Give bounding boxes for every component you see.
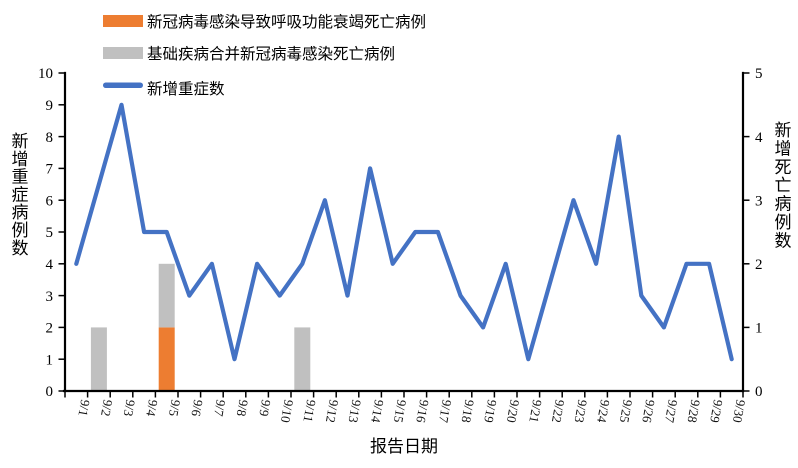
line-layer: [74, 102, 734, 362]
left-axis-tick-label: 4: [46, 257, 54, 273]
legend-line-swatch: [103, 82, 143, 88]
x-category-label-9/1: 9/1: [75, 398, 93, 417]
x-category-label-9/7: 9/7: [211, 398, 229, 417]
legend-label: 新冠病毒感染导致呼吸功能衰竭死亡病例: [147, 13, 426, 31]
left-axis-tick-label: 0: [46, 384, 54, 400]
x-axis-title: 报告日期: [370, 437, 438, 456]
right-axis-tick-label: 3: [755, 193, 763, 209]
x-category-label-9/16: 9/16: [413, 398, 432, 424]
bar-segment-series2-9/11: [294, 327, 311, 391]
right-axis-tick-label: 5: [755, 66, 763, 82]
x-category-label-9/29: 9/29: [707, 398, 726, 423]
bar-segment-series2-9/2: [90, 327, 107, 391]
x-category-label-9/27: 9/27: [662, 398, 681, 424]
x-category-label-9/11: 9/11: [300, 398, 319, 423]
x-category-label-9/24: 9/24: [594, 398, 613, 424]
labels-layer: 0 1 2 3 4 5 6 7 8 9 10 0 1 2 3 4 5 9/1 9/2 9/3 9/4 9/5 9/6 9/7 9…: [12, 66, 792, 424]
right-axis-title-char: 死: [775, 158, 792, 177]
right-axis-tick-label: 4: [755, 130, 763, 146]
axes-layer: [58, 71, 750, 398]
x-category-label-9/8: 9/8: [234, 398, 252, 417]
legend-bar-swatch: [103, 47, 143, 59]
left-axis-title-char: 增: [12, 150, 29, 169]
x-category-label-9/13: 9/13: [346, 398, 365, 423]
right-axis-title-char: 例: [775, 213, 792, 232]
x-category-label-9/26: 9/26: [639, 398, 658, 424]
x-category-label-9/23: 9/23: [572, 398, 591, 423]
x-category-label-9/15: 9/15: [391, 398, 410, 423]
left-axis-tick-label: 1: [46, 352, 54, 368]
x-category-label-9/3: 9/3: [121, 398, 139, 417]
left-axis-title-char: 重: [12, 168, 29, 187]
x-category-label-9/17: 9/17: [436, 398, 455, 424]
left-axis-tick-label: 7: [46, 162, 54, 178]
left-axis-tick-label: 6: [46, 193, 54, 209]
left-axis-tick-label: 9: [46, 98, 54, 114]
bar-segment-series1-9/5: [158, 327, 175, 391]
left-axis-tick-label: 10: [38, 66, 53, 82]
legend-item-1: 新冠病毒感染导致呼吸功能衰竭死亡病例: [103, 13, 426, 31]
x-category-label-9/25: 9/25: [617, 398, 636, 423]
left-axis-title-char: 新: [12, 132, 29, 151]
left-axis-tick-label: 8: [46, 130, 54, 146]
x-category-label-9/14: 9/14: [368, 398, 387, 424]
x-category-label-9/5: 9/5: [166, 398, 184, 417]
left-axis-tick-label: 3: [46, 289, 54, 305]
x-category-label-9/9: 9/9: [256, 398, 274, 417]
left-axis-title-char: 例: [12, 221, 29, 240]
x-category-label-9/6: 9/6: [188, 398, 206, 417]
bars-layer: [90, 263, 311, 391]
left-axis-title-char: 病: [12, 203, 29, 222]
left-axis-tick-label: 2: [46, 321, 54, 337]
left-axis-title-char: 症: [12, 185, 29, 204]
x-category-label-9/28: 9/28: [685, 398, 704, 423]
x-category-label-9/4: 9/4: [143, 398, 161, 417]
x-category-label-9/18: 9/18: [459, 398, 478, 423]
x-category-label-9/19: 9/19: [481, 398, 500, 423]
right-axis-title-char: 增: [775, 139, 792, 158]
x-category-label-9/2: 9/2: [98, 398, 116, 417]
right-axis-tick-label: 2: [755, 257, 763, 273]
x-category-label-9/20: 9/20: [504, 398, 523, 423]
left-axis-tick-label: 5: [46, 225, 54, 241]
x-category-label-9/10: 9/10: [278, 398, 297, 423]
legend-label: 基础疾病合并新冠病毒感染死亡病例: [147, 45, 395, 63]
right-axis-title-char: 病: [775, 195, 792, 214]
bar-segment-series2-9/5: [158, 263, 175, 328]
x-category-label-9/21: 9/21: [526, 398, 545, 423]
right-axis-tick-label: 1: [755, 321, 763, 337]
legend-item-2: 基础疾病合并新冠病毒感染死亡病例: [103, 45, 395, 63]
x-category-label-9/12: 9/12: [323, 398, 342, 423]
left-axis-title-char: 数: [12, 239, 29, 258]
legend-bar-swatch: [103, 15, 143, 27]
legend-label: 新增重症数: [147, 80, 225, 98]
right-axis-tick-label: 0: [755, 384, 763, 400]
right-axis-title-char: 新: [775, 121, 792, 140]
legend-item-3: 新增重症数: [103, 80, 225, 98]
right-axis-title-char: 数: [775, 231, 792, 250]
x-category-label-9/30: 9/30: [730, 398, 749, 423]
right-axis-title-char: 亡: [775, 176, 792, 195]
severe-cases-line: [74, 102, 734, 362]
x-category-label-9/22: 9/22: [549, 398, 568, 423]
